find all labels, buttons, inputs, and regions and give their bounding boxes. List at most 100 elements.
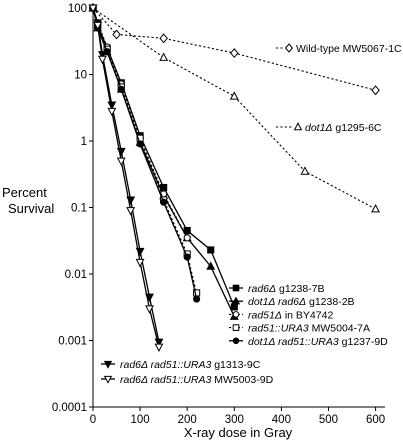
data-point-marker (371, 85, 380, 96)
legend-label-genotype: dot1Δ rad6Δ (248, 296, 306, 308)
data-point-marker (103, 375, 113, 384)
y-tick-label: 100 (68, 3, 87, 15)
data-point-marker (116, 157, 126, 167)
series-line (92, 7, 188, 239)
data-point-marker (88, 4, 98, 14)
legend-label: rad6Δ g1238-7B (248, 283, 325, 295)
x-tick-label: 300 (225, 414, 244, 426)
data-point-marker (107, 107, 117, 117)
legend-item-rad51: rad51Δ in BY4742 (229, 309, 333, 321)
legend-label: rad51Δ in BY4742 (248, 309, 333, 321)
data-point-marker (230, 48, 239, 59)
data-point-marker (93, 21, 103, 31)
legend-label-strain: g1238-2B (306, 296, 354, 308)
legend-item-dot1rad51: dot1Δ rad51::URA3 g1237-9D (229, 336, 388, 348)
legend-item-rad51ura: rad51::URA3 MW5004-7A (229, 323, 370, 335)
legend-label-strain: g1237-9D (339, 336, 388, 348)
data-point-marker (183, 253, 191, 261)
data-point-marker (232, 324, 240, 331)
legend-label-strain: g1238-7B (276, 283, 324, 295)
data-point-marker (159, 52, 169, 61)
legend-item-rad6rad51a: rad6Δ rad51::URA3 g1313-9C (101, 359, 261, 371)
legend-label-genotype: rad51::URA3 (248, 323, 309, 335)
legend-label: dot1Δ g1295-6C (305, 122, 382, 134)
data-point-marker (207, 246, 215, 254)
legend-label-strain: g1295-6C (332, 122, 381, 134)
legend-label-strain: MW5004-7A (309, 323, 370, 335)
data-point-marker (232, 284, 240, 292)
data-point-marker (229, 91, 239, 100)
data-point-marker (230, 303, 238, 311)
data-point-marker (145, 305, 154, 314)
legend-label: rad51::URA3 MW5004-7A (248, 323, 370, 335)
series-dot1rad6 (88, 2, 239, 320)
legend-label-strain: in BY4742 (282, 309, 334, 321)
x-tick-label: 500 (319, 414, 338, 426)
data-point-marker (231, 296, 241, 305)
data-point-marker (371, 203, 381, 213)
y-tick-label: 10 (74, 70, 87, 82)
series-rad6rad51b (88, 4, 164, 352)
legend-label: rad6Δ rad51::URA3 g1313-9C (120, 359, 261, 371)
data-point-marker (293, 122, 303, 131)
y-axis-label: Percent Survival (2, 185, 54, 216)
x-axis-label: X-ray dose in Gray (184, 425, 293, 440)
legend-label: rad6Δ rad51::URA3 MW5003-9D (120, 374, 274, 386)
y-tick-label: 0.1 (71, 203, 87, 215)
data-point-marker (97, 55, 107, 65)
legend-label-genotype: dot1Δ (305, 122, 332, 134)
series-rad6 (89, 4, 238, 311)
data-point-marker (136, 140, 144, 148)
x-tick-label: 200 (178, 414, 197, 426)
data-point-marker (160, 198, 168, 206)
y-axis-label-line1: Percent (2, 185, 47, 200)
y-tick-label: 0.01 (65, 269, 87, 281)
legend-label-genotype: rad51Δ (248, 309, 282, 321)
y-axis-label-line2: Survival (8, 201, 54, 216)
x-tick-label: 600 (366, 414, 385, 426)
y-ticks: 100 10 1 0.1 0.01 0.001 0.0001 (52, 3, 93, 414)
inline-label-dot1: dot1Δ g1295-6C (276, 122, 382, 134)
legend-label-strain: Wild-type MW5067-1C (296, 43, 402, 55)
legend-item-rad6rad51b: rad6Δ rad51::URA3 MW5003-9D (101, 374, 274, 386)
data-point-marker (126, 207, 136, 216)
legend-label: Wild-type MW5067-1C (296, 43, 402, 55)
legend-label: dot1Δ rad51::URA3 g1237-9D (248, 336, 388, 348)
legend-item-rad6: rad6Δ g1238-7B (229, 283, 325, 295)
x-tick-label: 400 (272, 414, 291, 426)
data-point-marker (284, 43, 294, 53)
y-tick-label: 1 (81, 136, 87, 148)
data-point-marker (300, 166, 310, 175)
data-point-marker (232, 311, 240, 318)
series-dot1 (88, 2, 381, 213)
legend-label-genotype: rad6Δ (248, 283, 276, 295)
data-point-marker (206, 261, 216, 270)
legend-label: dot1Δ rad6Δ g1238-2B (248, 296, 355, 308)
x-tick-label: 0 (90, 414, 96, 426)
data-point-marker (183, 234, 191, 242)
y-tick-label: 0.0001 (52, 402, 87, 414)
legend-item-dot1rad6: dot1Δ rad6Δ g1238-2B (229, 296, 355, 308)
data-point-marker (117, 85, 125, 93)
data-point-marker (193, 295, 201, 303)
data-point-marker (112, 29, 121, 40)
inline-labels: Wild-type MW5067-1C dot1Δ g1295-6C (276, 43, 402, 134)
legend-label-genotype: rad6Δ rad51::URA3 (120, 374, 211, 386)
series-line (92, 7, 376, 91)
data-point-marker (159, 33, 168, 44)
x-tick-label: 100 (131, 414, 150, 426)
legend-label-genotype: dot1Δ rad51::URA3 (248, 336, 339, 348)
legend-label-strain: MW5003-9D (211, 374, 273, 386)
data-point-marker (154, 343, 164, 352)
legend-label-genotype: rad6Δ rad51::URA3 (120, 359, 211, 371)
data-point-marker (232, 337, 240, 345)
x-ticks: 0 100 200 300 400 500 600 (90, 407, 385, 426)
y-tick-label: 0.001 (58, 336, 87, 348)
data-point-marker (135, 258, 145, 268)
series-line (92, 7, 376, 210)
legend-label-strain: g1313-9C (211, 359, 260, 371)
